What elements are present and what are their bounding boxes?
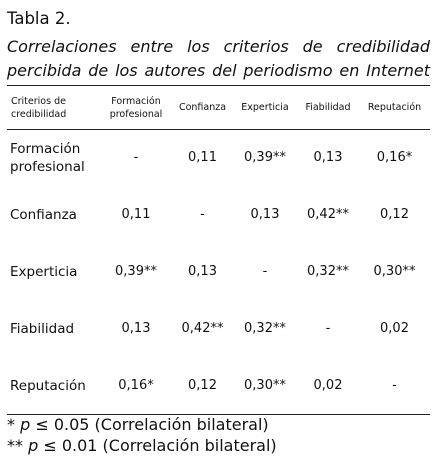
row-label-line1: Formación — [10, 141, 81, 158]
table-cell: 0,42** — [181, 321, 224, 336]
header-criterios-line1: Criterios de — [11, 95, 66, 107]
table-cell: 0,16* — [118, 377, 154, 393]
table-row: Formación profesional - 0,11 0,39** 0,13… — [7, 130, 430, 187]
header-criterios-line2: credibilidad — [11, 108, 67, 120]
footnote-2-prefix: ** — [7, 436, 29, 455]
table-cell: 0,13 — [188, 264, 217, 279]
caption-line-2: percibida de los autores del periodismo … — [7, 61, 430, 80]
table-caption: Correlaciones entre los criterios de cre… — [7, 35, 430, 83]
table-cell: 0,13 — [121, 321, 151, 336]
table-cell: 0,11 — [188, 150, 217, 166]
caption-line-1: Correlaciones entre los criterios de cre… — [7, 37, 430, 56]
table-cell: - — [392, 377, 397, 393]
table-cell: 0,16* — [376, 150, 413, 166]
table-cell: 0,32** — [244, 321, 286, 336]
table-cell: 0,30** — [244, 377, 286, 393]
table-row: Fiabilidad 0,13 0,42** 0,32** - 0,02 — [7, 301, 430, 358]
table-cell: - — [262, 264, 268, 279]
row-label: Experticia — [10, 264, 78, 280]
table-row: Experticia 0,39** 0,13 - 0,32** 0,30** — [7, 244, 430, 301]
table-cell: 0,12 — [380, 207, 409, 222]
table-cell: - — [325, 321, 331, 336]
footnote-1-text: ≤ 0.05 (Correlación bilateral) — [30, 415, 269, 434]
table-cell: 0,39** — [244, 150, 286, 166]
table-cell: 0,02 — [313, 377, 343, 393]
table-cell: 0,42** — [307, 207, 349, 222]
footnotes: * p ≤ 0.05 (Correlación bilateral) ** p … — [7, 414, 277, 456]
table-cell: 0,30** — [373, 264, 416, 279]
row-label: Formación profesional — [7, 130, 100, 187]
header-reputacion: Reputación — [367, 102, 422, 113]
header-formacion: Formación profesional — [100, 86, 172, 130]
header-formacion-line1: Formación — [111, 95, 161, 107]
table-label: Tabla 2. — [7, 9, 71, 28]
table-row: Reputación 0,16* 0,12 0,30** 0,02 - — [7, 358, 430, 415]
row-label: Confianza — [10, 207, 77, 223]
header-formacion-line2: profesional — [109, 108, 163, 120]
row-label-line2: profesional — [10, 159, 85, 176]
footnote-1-prefix: * — [7, 415, 21, 434]
footnote-1: * p ≤ 0.05 (Correlación bilateral) — [7, 414, 277, 435]
table-cell: 0,32** — [307, 264, 349, 279]
header-criterios: Criterios de credibilidad — [7, 86, 100, 130]
footnote-2-text: ≤ 0.01 (Correlación bilateral) — [38, 436, 277, 455]
table-row: Confianza 0,11 - 0,13 0,42** 0,12 — [7, 187, 430, 244]
header-confianza: Confianza — [178, 102, 227, 113]
table-cell: - — [200, 207, 205, 222]
header-fiabilidad: Fiabilidad — [305, 102, 351, 113]
footnote-1-symbol: p — [20, 415, 31, 434]
header-experticia: Experticia — [241, 102, 289, 113]
table-cell: 0,13 — [313, 150, 343, 166]
row-label: Fiabilidad — [10, 321, 75, 337]
table-cell: - — [133, 150, 139, 166]
table-cell: 0,13 — [250, 207, 280, 222]
table-cell: 0,39** — [115, 264, 157, 279]
row-label: Reputación — [10, 377, 86, 394]
correlation-table: Criterios de credibilidad Formación prof… — [7, 85, 430, 415]
table-cell: 0,11 — [121, 207, 151, 222]
table-cell: 0,12 — [188, 377, 217, 393]
footnote-2: ** p ≤ 0.01 (Correlación bilateral) — [7, 435, 277, 456]
table-header-row: Criterios de credibilidad Formación prof… — [7, 85, 430, 130]
table-cell: 0,02 — [380, 321, 409, 336]
footnote-2-symbol: p — [28, 436, 39, 455]
